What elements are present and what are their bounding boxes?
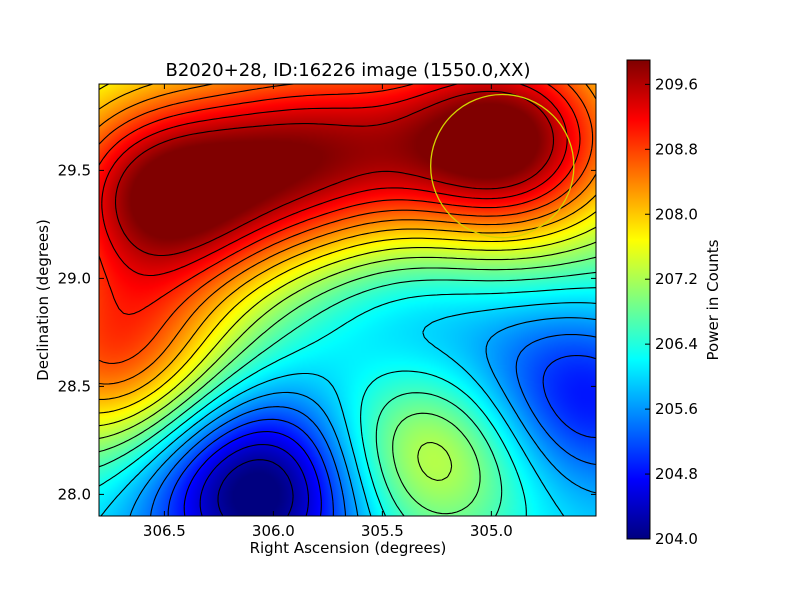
contour-line (99, 84, 596, 414)
colorbar-tick-label: 208.8 (655, 140, 698, 158)
contour-line (99, 256, 596, 515)
colorbar-tick-label: 205.6 (655, 400, 698, 418)
contour-line (99, 84, 596, 385)
colorbar-tick-label: 206.4 (655, 335, 698, 353)
contour-line (183, 431, 322, 516)
colorbar-frame (626, 59, 651, 540)
x-tick-label: 305.0 (470, 522, 513, 540)
colorbar-tick-label: 204.8 (655, 465, 698, 483)
x-tick-label: 305.5 (361, 522, 404, 540)
contour-line (99, 226, 596, 427)
contour-line (100, 302, 596, 516)
chart-title: B2020+28, ID:16226 image (1550.0,XX) (165, 60, 530, 81)
heatmap-image (99, 84, 596, 516)
contour-line (99, 271, 596, 516)
colorbar-tick-label: 208.0 (655, 205, 698, 223)
y-tick-label: 28.5 (58, 377, 91, 395)
contour-line (114, 90, 555, 257)
y-tick-label: 29.5 (58, 161, 91, 179)
colorbar-ticks: 204.0 204.8 205.6 206.4 207.2 208.0 208.8 209.6 (645, 75, 698, 548)
contour-line (101, 84, 568, 277)
x-tick-label: 306.0 (252, 522, 295, 540)
y-tick-label: 28.0 (58, 485, 91, 503)
plot-area (98, 83, 597, 517)
y-tick-label: 29.0 (58, 269, 91, 287)
plot-frame (98, 83, 597, 517)
contour-line (99, 84, 581, 316)
contour-line (129, 317, 596, 516)
y-axis: 28.0 28.5 29.0 29.5 (58, 161, 596, 503)
colorbar-gradient (627, 60, 650, 539)
contour-line (99, 287, 596, 516)
contour-line (167, 354, 596, 516)
contour-line (217, 459, 294, 516)
colorbar: 204.0 204.8 205.6 206.4 207.2 208.0 208.8 209.6… (626, 59, 722, 548)
contour-line (99, 241, 596, 481)
contour-line (199, 443, 310, 516)
overlay-circle (430, 93, 575, 239)
x-tick-label: 306.5 (143, 522, 186, 540)
x-axis: 306.5 306.0 305.5 305.0 (143, 84, 513, 540)
x-axis-label: Right Ascension (degrees) (250, 539, 447, 557)
colorbar-tick-label: 209.6 (655, 75, 698, 93)
colorbar-tick-label: 207.2 (655, 270, 698, 288)
y-axis-label: Declination (degrees) (34, 219, 52, 381)
contour-line (99, 84, 596, 400)
colorbar-tick-label: 204.0 (655, 530, 698, 548)
colorbar-label: Power in Counts (704, 239, 722, 360)
contour-line (150, 333, 596, 516)
